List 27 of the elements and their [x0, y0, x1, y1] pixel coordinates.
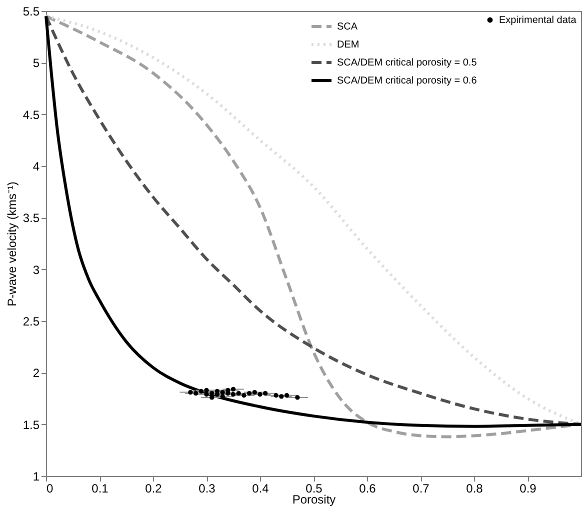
x-axis-title: Porosity [292, 492, 336, 506]
y-tick-label: 2.5 [22, 314, 40, 328]
x-tick-label: 0 [46, 482, 54, 496]
legend-label: SCA/DEM critical porosity = 0.5 [337, 58, 478, 68]
y-axis-title: P-wave velocity (kms⁻¹) [4, 182, 19, 306]
y-tick-label: 3 [32, 262, 40, 277]
legend-label: Expirimental data [499, 15, 577, 26]
legend-label: SCA/DEM critical porosity = 0.6 [337, 76, 478, 86]
legend-label: SCA [337, 22, 358, 32]
x-tick-label: 0.7 [412, 482, 430, 496]
y-tick-label: 5 [32, 56, 40, 70]
x-tick-label: 0.8 [466, 482, 484, 496]
y-tick-label: 4 [32, 160, 40, 174]
y-tick-label: 2 [32, 366, 40, 380]
y-tick-label: 1 [32, 470, 40, 484]
y-tick-label: 5.5 [22, 4, 40, 18]
x-tick-label: 0.4 [252, 482, 270, 496]
y-tick-label: 1.5 [22, 418, 40, 432]
x-tick-label: 0.1 [92, 482, 109, 496]
x-tick-label: 0.5 [306, 482, 323, 496]
y-tick-label: 4.5 [22, 108, 40, 122]
legend-label: DEM [337, 40, 360, 50]
x-tick-label: 0.9 [520, 482, 537, 496]
y-tick-label: 3.5 [22, 211, 40, 226]
x-tick-label: 0.2 [145, 482, 162, 496]
x-tick-label: 0.6 [359, 482, 376, 496]
x-tick-label: 0.3 [198, 482, 216, 496]
